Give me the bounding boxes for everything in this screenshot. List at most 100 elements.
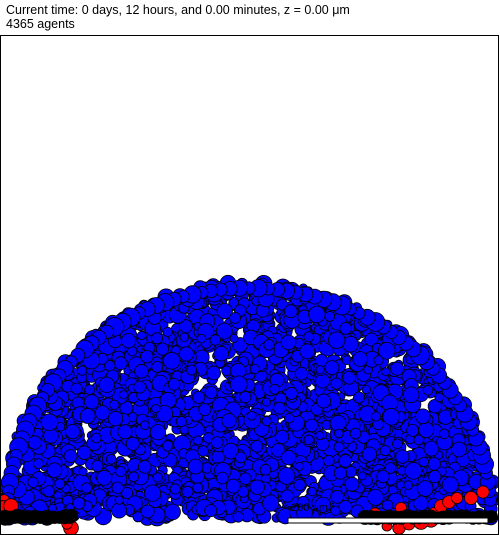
live-cell	[324, 360, 340, 376]
live-cell	[338, 454, 353, 468]
live-cell	[273, 401, 286, 415]
live-cell	[138, 460, 152, 474]
live-cell	[261, 397, 271, 407]
live-cell	[280, 489, 294, 503]
live-cell	[98, 376, 115, 393]
live-cell	[192, 482, 204, 494]
dead-cell	[450, 491, 463, 504]
live-cell	[373, 355, 384, 366]
live-cell	[151, 403, 161, 414]
live-cell	[232, 511, 245, 523]
agent-count-label: 4365 agents	[6, 17, 75, 31]
live-cell	[33, 458, 45, 470]
live-cell	[353, 391, 366, 404]
live-cell	[140, 420, 150, 431]
live-cell	[70, 382, 83, 395]
live-cell	[276, 298, 289, 311]
live-cell	[333, 441, 345, 453]
live-cell	[333, 466, 347, 480]
live-cell	[304, 418, 319, 433]
live-cell	[197, 445, 209, 457]
live-cell	[314, 496, 331, 513]
live-cell	[437, 409, 454, 425]
live-cell	[390, 361, 405, 376]
live-cell	[229, 312, 242, 324]
live-cell	[162, 351, 181, 370]
live-cell	[221, 365, 232, 377]
live-cell	[91, 432, 102, 444]
live-cell	[140, 350, 154, 364]
live-cell	[229, 375, 248, 394]
live-cell	[314, 373, 331, 389]
scale-bar-label: 200 μm	[291, 502, 328, 514]
live-cell	[43, 428, 59, 444]
live-cell	[77, 365, 88, 376]
simulation-view: 200 μm	[0, 35, 499, 535]
live-cell	[167, 377, 181, 391]
live-cell	[149, 424, 166, 441]
live-cell	[259, 463, 272, 476]
live-cell	[376, 469, 390, 484]
live-cell	[164, 503, 181, 521]
live-cell	[91, 459, 104, 473]
live-cell	[293, 478, 306, 491]
live-cell	[324, 310, 336, 322]
live-cell	[155, 405, 173, 423]
live-cell	[239, 472, 252, 485]
live-cell	[109, 399, 120, 411]
boundary-cell	[64, 512, 76, 524]
live-cell	[216, 471, 229, 485]
live-cell	[114, 495, 124, 505]
live-cell	[125, 436, 140, 451]
live-cell	[361, 446, 377, 462]
live-cell	[441, 476, 459, 494]
live-cell	[72, 496, 86, 510]
live-cell	[294, 366, 309, 381]
live-cell	[299, 343, 316, 360]
live-cell	[330, 377, 343, 390]
live-cell	[451, 441, 467, 458]
live-cell	[63, 449, 78, 464]
live-cell	[249, 479, 265, 496]
live-cell	[364, 332, 379, 347]
live-cell	[413, 434, 425, 446]
live-cell	[143, 484, 162, 502]
live-cell	[113, 356, 128, 371]
live-cell	[280, 449, 297, 466]
live-cell	[225, 478, 241, 494]
dead-cell	[463, 490, 478, 505]
live-cell	[329, 414, 347, 432]
live-cell	[128, 471, 139, 483]
live-cell	[269, 383, 281, 395]
live-cell	[117, 424, 133, 440]
live-cell	[133, 380, 147, 394]
live-cell	[330, 489, 345, 504]
live-cell	[115, 465, 127, 477]
live-cell	[169, 483, 181, 495]
live-cell	[294, 461, 304, 471]
live-cell	[371, 411, 382, 422]
live-cell	[151, 360, 164, 373]
live-cell	[216, 302, 233, 320]
live-cell	[367, 488, 384, 506]
live-cell	[210, 436, 224, 449]
live-cell	[186, 364, 198, 376]
live-cell	[361, 384, 371, 395]
live-cell	[274, 429, 290, 444]
live-cell	[65, 423, 81, 440]
live-cell	[428, 470, 442, 484]
live-cell	[308, 305, 326, 324]
live-cell	[406, 423, 420, 437]
live-cell	[422, 384, 434, 396]
live-cell	[162, 326, 173, 337]
live-cell	[415, 408, 431, 425]
live-cell	[215, 322, 233, 340]
live-cell	[438, 428, 450, 440]
live-cell	[315, 430, 325, 440]
live-cell	[84, 394, 100, 410]
live-cell	[105, 453, 117, 465]
live-cell	[334, 428, 344, 439]
live-cell	[77, 445, 92, 461]
live-cell	[150, 332, 163, 345]
live-cell	[234, 451, 247, 464]
